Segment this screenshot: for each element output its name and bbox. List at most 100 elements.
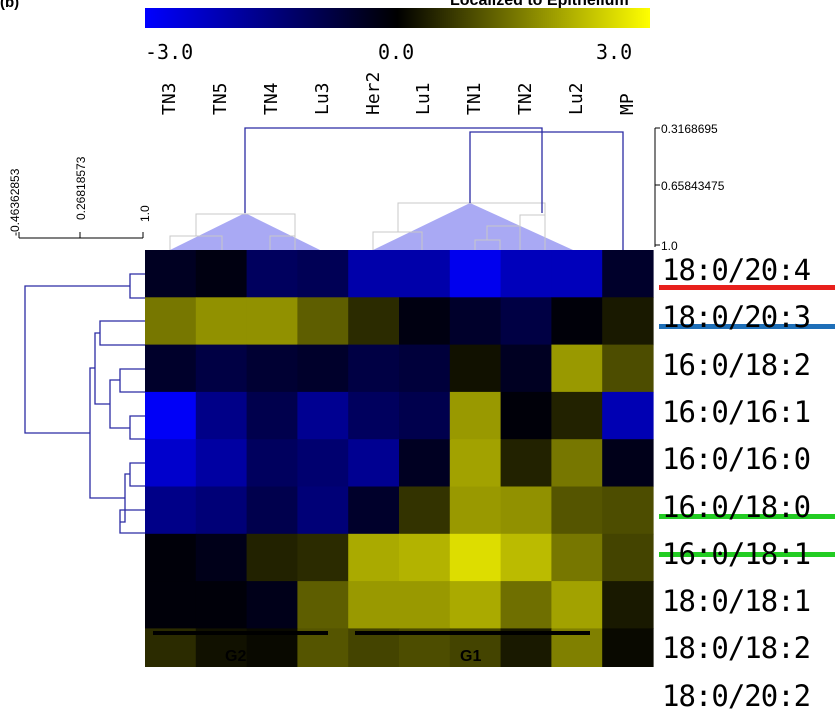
heatmap-cell [246, 581, 298, 629]
group-g2-bar [153, 631, 328, 635]
heatmap-cell [195, 344, 248, 393]
row-label: 18:0/20:2 [662, 678, 811, 713]
col-dendro-tick-2: 0.65843475 [661, 179, 725, 193]
heatmap-cell [500, 250, 552, 298]
row-label: 16:0/18:1 [662, 536, 811, 571]
heatmap-cell [145, 533, 197, 582]
heatmap-cell [399, 581, 451, 629]
heatmap-cell [348, 581, 400, 629]
heatmap-cell [297, 533, 349, 582]
heatmap-cell [399, 391, 451, 440]
heatmap-cell [246, 250, 298, 298]
heatmap-cell [297, 581, 349, 629]
column-label: Lu1 [413, 82, 435, 115]
heatmap-cell [145, 486, 197, 535]
column-label: TN3 [159, 82, 181, 115]
color-scale-tick-max: 3.0 [596, 40, 633, 64]
column-label: Lu2 [565, 82, 587, 115]
chart-title: Localized to Epithelium [450, 0, 629, 9]
heatmap-cell [246, 344, 298, 393]
heatmap-cell [449, 297, 502, 346]
column-label: TN4 [261, 82, 282, 115]
heatmap-cell [145, 581, 197, 629]
row-marker-red [659, 285, 835, 290]
heatmap-cell [246, 297, 298, 346]
heatmap-cell [348, 486, 400, 535]
heatmap-cell [602, 439, 654, 488]
heatmap-cell [500, 391, 552, 440]
heatmap-cell [551, 297, 603, 346]
heatmap-cell [145, 439, 197, 488]
heatmap-cell [297, 391, 349, 440]
row-marker-green-2 [659, 552, 835, 557]
row-label: 16:0/18:0 [662, 489, 811, 524]
row-label: 18:0/18:2 [662, 631, 811, 666]
row-dendro-scale-axis [18, 232, 144, 239]
heatmap-cell [399, 297, 451, 346]
heatmap-cell [145, 344, 197, 393]
heatmap-cell [297, 344, 349, 393]
col-dendro-tick-3: 1.0 [661, 239, 678, 253]
heatmap-cell [195, 250, 248, 298]
heatmap-cell [348, 344, 400, 393]
heatmap-cell [297, 486, 349, 535]
heatmap-cell [246, 486, 298, 535]
heatmap-cell [195, 581, 248, 629]
color-scale-tick-min: -3.0 [145, 40, 194, 64]
heatmap-cell [145, 391, 197, 440]
heatmap-cell [551, 486, 603, 535]
heatmap-cell [145, 297, 197, 346]
heatmap-cell [500, 486, 552, 535]
heatmap-cell [297, 439, 349, 488]
col-dendro-scale-axis [654, 127, 660, 247]
row-label: 18:0/18:1 [662, 584, 811, 619]
heatmap-cell [195, 486, 248, 535]
heatmap-cell [348, 297, 400, 346]
col-dendro-tick-1: 0.3168695 [661, 122, 718, 136]
group-g2-label: G2 [225, 648, 247, 665]
heatmap-cell [297, 250, 349, 298]
heatmap-cell [500, 439, 552, 488]
heatmap-cell [551, 533, 603, 582]
g2-cluster-shade [170, 213, 320, 250]
row-label: 16:0/16:1 [662, 394, 811, 429]
color-scale-tick-mid: 0.0 [378, 40, 415, 64]
heatmap-cell [449, 439, 502, 488]
heatmap-cell [551, 250, 603, 298]
heatmap-cell [348, 533, 400, 582]
heatmap-cell [399, 439, 451, 488]
heatmap-cell [602, 391, 654, 440]
heatmap-cell [449, 486, 502, 535]
heatmap-cell [348, 391, 400, 440]
heatmap-cell [551, 581, 603, 629]
row-label: 18:0/20:4 [662, 253, 811, 287]
row-label: 18:0/20:3 [662, 300, 811, 335]
heatmap-cell [500, 344, 552, 393]
group-g1-bar [355, 631, 590, 635]
heatmap-cell [399, 533, 451, 582]
g1-cluster-shade [373, 203, 573, 250]
heatmap-cell [399, 486, 451, 535]
heatmap-cell [602, 250, 654, 298]
heatmap-cell [449, 533, 502, 582]
heatmap-cell [449, 344, 502, 393]
column-label: MP [616, 93, 638, 115]
heatmap-cell [246, 533, 298, 582]
heatmap-cell [602, 344, 654, 393]
heatmap-cell [602, 297, 654, 346]
heatmap-cell [297, 297, 349, 346]
heatmap-cell [399, 250, 451, 298]
heatmap-cell [449, 250, 502, 298]
column-label: TN1 [464, 82, 486, 115]
heatmap-cell [145, 250, 197, 298]
heatmap-cell [195, 533, 248, 582]
heatmap-cell [195, 297, 248, 346]
heatmap-cell [246, 391, 298, 440]
heatmap-cell [195, 439, 248, 488]
row-marker-green-1 [659, 514, 835, 519]
heatmap-cell [551, 439, 603, 488]
heatmap-cell [348, 250, 400, 298]
heatmap-cell [449, 581, 502, 629]
heatmap-cell [246, 439, 298, 488]
